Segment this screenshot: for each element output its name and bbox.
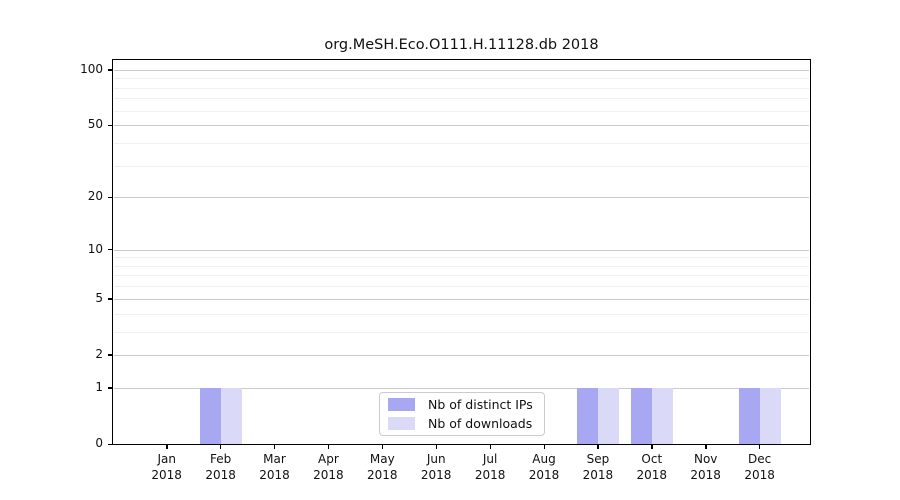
legend: Nb of distinct IPs Nb of downloads (379, 392, 545, 436)
y-axis-tick (108, 124, 113, 127)
y-gridline-minor (114, 331, 809, 333)
y-gridline-major (114, 249, 809, 251)
x-axis-tick (435, 444, 438, 449)
x-axis-tick (651, 444, 653, 449)
y-axis-tick (108, 249, 113, 251)
y-axis-tick (108, 69, 113, 71)
x-tick-label: Dec 2018 (744, 452, 775, 482)
y-axis-tick (108, 298, 113, 300)
legend-item-distinct-ips: Nb of distinct IPs (388, 397, 536, 412)
y-gridline-major (114, 69, 809, 71)
bar-distinct-ips (738, 387, 760, 444)
x-tick-label: Feb 2018 (205, 452, 236, 482)
x-axis-tick (381, 444, 384, 449)
legend-item-downloads: Nb of downloads (388, 416, 536, 431)
x-tick-label: Jun 2018 (420, 452, 452, 482)
bar-distinct-ips (576, 387, 598, 444)
x-tick-label: May 2018 (367, 452, 398, 482)
y-gridline-minor (114, 78, 809, 80)
y-gridline-minor (114, 313, 809, 315)
y-gridline-minor (114, 142, 809, 144)
x-axis-tick (166, 444, 168, 449)
plot-area (113, 60, 810, 444)
legend-label-distinct-ips: Nb of distinct IPs (428, 397, 533, 412)
y-axis-tick (108, 196, 113, 199)
y-axis-tick (108, 387, 113, 389)
x-tick-label: Nov 2018 (690, 452, 721, 482)
y-gridline-minor (114, 165, 809, 167)
y-gridline-minor (114, 275, 809, 277)
y-axis-tick (108, 443, 113, 445)
x-tick-label: Sep 2018 (582, 452, 614, 482)
x-axis-tick (327, 444, 330, 449)
legend-label-downloads: Nb of downloads (428, 416, 533, 431)
x-axis-tick (543, 444, 545, 449)
bar-distinct-ips (199, 387, 221, 444)
y-tick-label: 2 (95, 346, 103, 361)
y-gridline-minor (114, 265, 809, 267)
x-axis-tick (597, 444, 599, 449)
x-axis-tick (705, 444, 707, 449)
x-axis-tick (759, 444, 761, 449)
y-tick-label: 10 (87, 241, 103, 256)
bar-downloads (759, 387, 781, 444)
x-tick-label: Mar 2018 (259, 452, 290, 482)
legend-swatch-distinct-ips-icon (388, 398, 415, 411)
y-gridline-minor (114, 286, 809, 288)
y-gridline-minor (114, 110, 809, 112)
bar-downloads (597, 387, 619, 444)
x-tick-label: Jul 2018 (474, 452, 506, 482)
y-gridline-minor (114, 87, 809, 89)
bar-downloads (220, 387, 242, 444)
y-tick-label: 1 (95, 379, 103, 394)
y-tick-label: 20 (87, 189, 103, 204)
chart-title: org.MeSH.Eco.O111.H.11128.db 2018 (324, 37, 599, 53)
legend-swatch-downloads-icon (388, 417, 415, 430)
y-gridline-major (114, 387, 809, 389)
y-gridline-major (114, 125, 809, 127)
x-axis-tick (274, 444, 276, 449)
y-tick-label: 100 (80, 61, 103, 76)
x-tick-label: Jan 2018 (151, 452, 182, 482)
y-axis-tick (108, 354, 113, 356)
y-gridline-major (114, 298, 809, 300)
y-gridline-major (114, 197, 809, 199)
x-tick-label: Aug 2018 (528, 452, 560, 482)
y-tick-label: 50 (87, 117, 103, 132)
x-axis-tick (489, 444, 491, 449)
x-axis-tick (220, 444, 222, 449)
y-tick-label: 0 (95, 436, 103, 450)
y-gridline-minor (114, 257, 809, 259)
y-gridline-minor (114, 98, 809, 100)
x-tick-label: Apr 2018 (313, 452, 344, 482)
y-gridline-major (114, 354, 809, 356)
bar-distinct-ips (630, 387, 652, 444)
x-tick-label: Oct 2018 (636, 452, 668, 482)
y-tick-label: 5 (95, 290, 103, 305)
bar-downloads (651, 387, 673, 444)
